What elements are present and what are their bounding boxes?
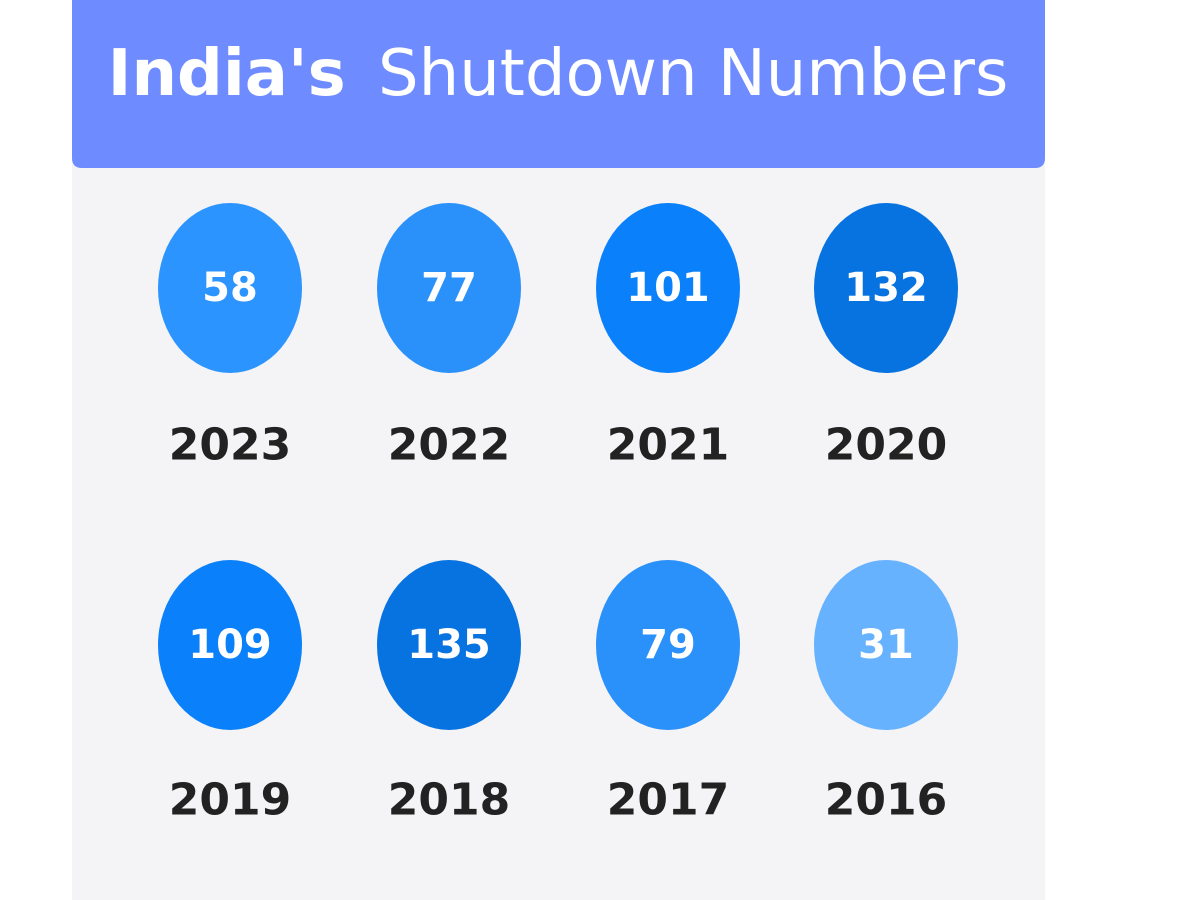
value-circle (377, 203, 521, 373)
title-rest: Shutdown Numbers (378, 37, 1008, 111)
value-label: 135 (407, 622, 491, 668)
value-label: 132 (844, 265, 928, 311)
value-circle (814, 560, 958, 730)
value-label: 58 (202, 265, 258, 311)
value-label: 101 (626, 265, 710, 311)
year-label: 2023 (169, 420, 291, 471)
value-label: 109 (188, 622, 272, 668)
year-label: 2022 (388, 420, 510, 471)
year-label: 2019 (169, 775, 291, 826)
value-label: 31 (858, 622, 914, 668)
header-title: India's Shutdown Numbers (108, 37, 1009, 111)
value-circle (596, 560, 740, 730)
value-circle (158, 560, 302, 730)
value-circle (158, 203, 302, 373)
year-label: 2020 (825, 420, 947, 471)
header-bar (72, 0, 1045, 168)
value-circle (596, 203, 740, 373)
value-label: 79 (640, 622, 696, 668)
year-label: 2016 (825, 775, 947, 826)
year-label: 2017 (607, 775, 729, 826)
value-circle (814, 203, 958, 373)
year-label: 2018 (388, 775, 510, 826)
title-bold: India's (108, 37, 346, 111)
value-label: 77 (421, 265, 477, 311)
year-label: 2021 (607, 420, 729, 471)
value-circle (377, 560, 521, 730)
